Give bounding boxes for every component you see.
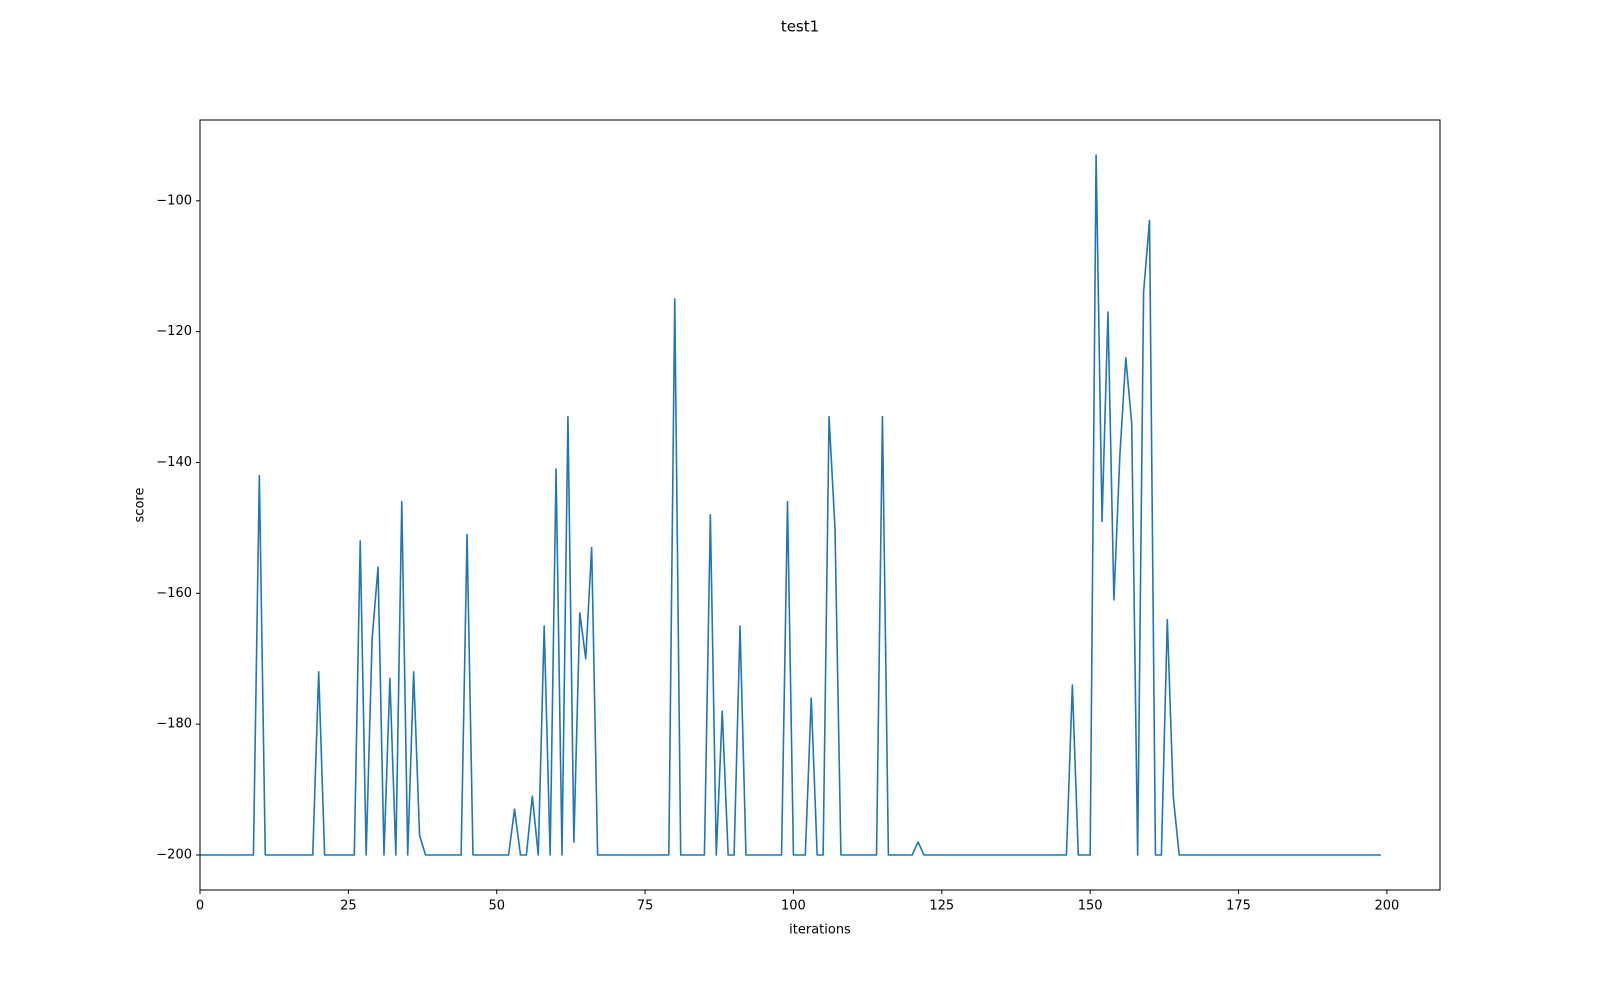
x-tick-label: 50: [488, 899, 505, 914]
x-axis-label: iterations: [789, 923, 851, 938]
data-line: [200, 154, 1381, 856]
y-tick-label: −100: [156, 193, 192, 208]
x-tick-label: 175: [1226, 899, 1251, 914]
x-tick-label: 150: [1078, 899, 1103, 914]
x-tick-label: 100: [781, 899, 806, 914]
y-axis-label: score: [133, 488, 148, 523]
x-tick-label: 125: [929, 899, 954, 914]
chart-title: test1: [781, 18, 819, 36]
x-tick-label: 0: [196, 899, 204, 914]
plot-frame: [199, 119, 1441, 891]
y-tick-label: −200: [156, 848, 192, 863]
y-tick-label: −140: [156, 455, 192, 470]
y-tick-label: −160: [156, 586, 192, 601]
x-tick-label: 200: [1374, 899, 1399, 914]
y-tick-label: −180: [156, 717, 192, 732]
y-tick-label: −120: [156, 324, 192, 339]
x-tick-label: 25: [340, 899, 357, 914]
x-tick-label: 75: [637, 899, 654, 914]
